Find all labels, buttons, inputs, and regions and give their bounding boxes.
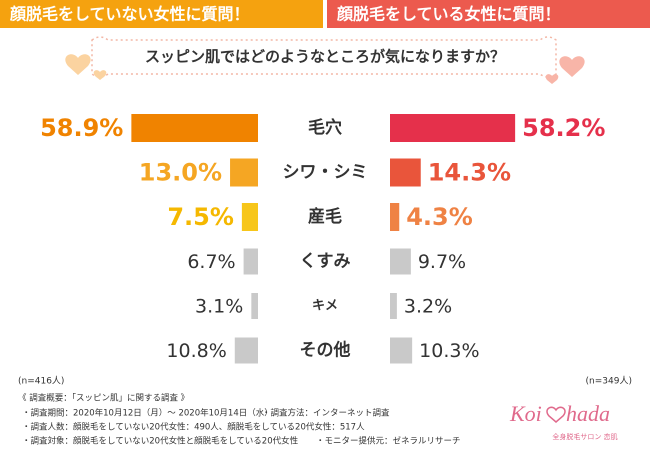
bar <box>241 203 258 231</box>
heart <box>65 54 91 75</box>
heart <box>559 56 585 77</box>
value-label: 58.2% <box>522 114 605 142</box>
logo-text: Koi <box>509 401 542 426</box>
bar <box>390 203 400 231</box>
value-label: 3.1% <box>195 296 243 318</box>
logo-heart <box>546 406 566 423</box>
sample-size: (n=349人) <box>586 376 632 387</box>
value-label: 10.3% <box>419 340 479 362</box>
category-label: 毛穴 <box>308 117 342 138</box>
value-label: 7.5% <box>167 203 234 231</box>
bar <box>234 337 258 364</box>
header-bar <box>0 0 323 28</box>
value-label: 6.7% <box>187 251 235 273</box>
bar <box>390 158 421 187</box>
footer-title: 《 調査概要：「スッピン肌」に関する調査 》 <box>18 393 189 404</box>
bar <box>230 158 258 187</box>
category-label: シワ・シミ <box>283 163 368 183</box>
bar <box>131 114 258 142</box>
footer-item: ・調査対象：顔脱毛をしていない20代女性と顔脱毛をしている20代女性 <box>22 436 299 447</box>
header-bar <box>327 0 650 28</box>
bar <box>243 248 258 275</box>
header-title: 顔脱毛をしている女性に質問！ <box>336 5 561 24</box>
value-label: 14.3% <box>428 159 511 187</box>
bar <box>390 337 413 364</box>
category-label: キメ <box>312 299 338 314</box>
header-title: 顔脱毛をしていない女性に質問！ <box>9 5 250 24</box>
category-label: くすみ <box>300 252 351 272</box>
bar <box>390 114 516 142</box>
bar <box>390 248 411 275</box>
bar <box>251 293 258 319</box>
heart <box>93 70 107 80</box>
footer-item: ・調査人数：顔脱毛をしていない20代女性：490人、顔脱毛をしている20代女性：… <box>22 422 365 433</box>
value-label: 4.3% <box>406 203 473 231</box>
footer-item: ・モニター提供元：ゼネラルリサーチ <box>316 436 461 447</box>
question: スッピン肌ではどのようなところが気になりますか？ <box>145 48 505 66</box>
value-label: 10.8% <box>166 340 226 362</box>
logo-subtitle: 全身脱毛サロン 恋肌 <box>552 432 617 441</box>
category-label: 産毛 <box>308 206 342 227</box>
heart <box>545 74 559 84</box>
logo-text: hada <box>566 401 610 426</box>
footer-item: ・調査方法：インターネット調査 <box>262 408 390 419</box>
value-label: 3.2% <box>404 296 452 318</box>
bar <box>390 293 397 319</box>
value-label: 9.7% <box>418 251 466 273</box>
category-label: その他 <box>300 340 351 361</box>
value-label: 58.9% <box>40 114 123 142</box>
footer-item: ・調査期間：2020年10月12日（月）～ 2020年10月14日（水） <box>22 408 273 419</box>
sample-size: (n=416人) <box>18 376 64 387</box>
value-label: 13.0% <box>139 159 222 187</box>
